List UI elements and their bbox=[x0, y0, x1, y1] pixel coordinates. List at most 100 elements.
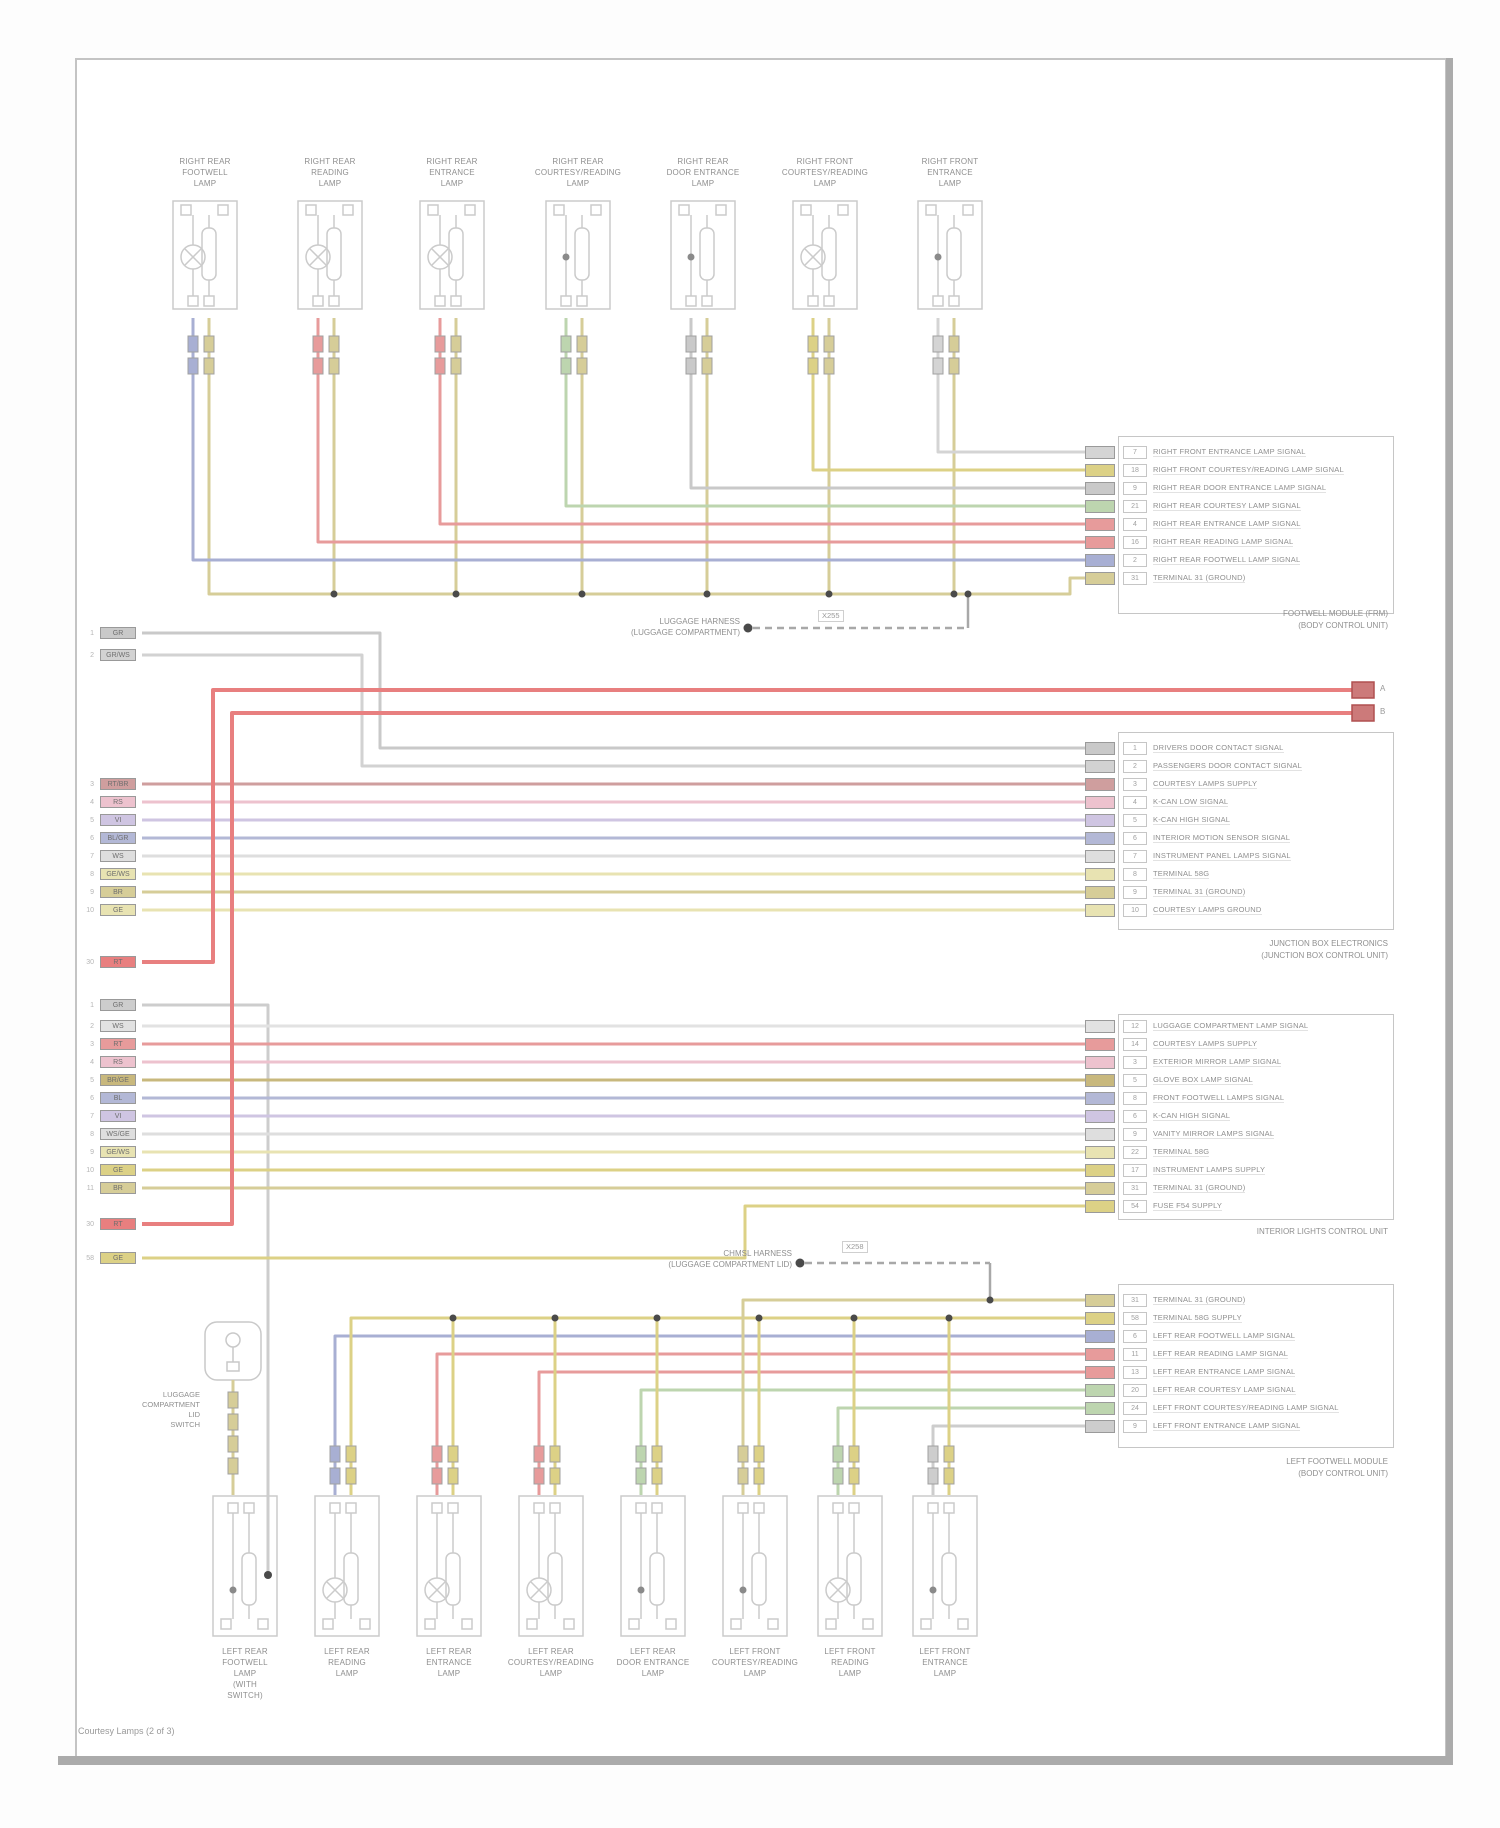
connector-row: 11 LEFT REAR READING LAMP SIGNAL bbox=[1085, 1345, 1339, 1363]
stub-pin: 6 bbox=[90, 1094, 94, 1102]
edge-connector-letter-b: B bbox=[1380, 707, 1386, 716]
wire-entry-pin bbox=[1085, 1293, 1115, 1307]
wire-entry-pin bbox=[1085, 1091, 1115, 1105]
wire-code-chip: BL/GR bbox=[100, 832, 136, 844]
connector-row: 10 COURTESY LAMPS GROUND bbox=[1085, 901, 1302, 919]
pin-number: 22 bbox=[1123, 1145, 1147, 1159]
wire-code-chip: BL bbox=[100, 1092, 136, 1104]
connector-row: 6 INTERIOR MOTION SENSOR SIGNAL bbox=[1085, 829, 1302, 847]
wire-code-chip: GE/WS bbox=[100, 868, 136, 880]
lamp-label: RIGHT REAR COURTESY/READING LAMP bbox=[534, 157, 622, 188]
lamp-label: RIGHT REAR ENTRANCE LAMP bbox=[426, 157, 478, 188]
connector-row: 4 RIGHT REAR ENTRANCE LAMP SIGNAL bbox=[1085, 515, 1344, 533]
connector-row: 24 LEFT FRONT COURTESY/READING LAMP SIGN… bbox=[1085, 1399, 1339, 1417]
pin-label: COURTESY LAMPS SUPPLY bbox=[1153, 1039, 1258, 1049]
connector-row: 1 DRIVERS DOOR CONTACT SIGNAL bbox=[1085, 739, 1302, 757]
connector-row: 12 LUGGAGE COMPARTMENT LAMP SIGNAL bbox=[1085, 1017, 1309, 1035]
pin-number: 20 bbox=[1123, 1383, 1147, 1397]
pin-number: 31 bbox=[1123, 1293, 1147, 1307]
pin-number: 24 bbox=[1123, 1401, 1147, 1415]
pin-label: RIGHT FRONT COURTESY/READING LAMP SIGNAL bbox=[1153, 465, 1344, 475]
mid-b-box-rows: 12 LUGGAGE COMPARTMENT LAMP SIGNAL 14 CO… bbox=[1085, 1017, 1309, 1215]
harness-connector-id-bottom: X258 bbox=[842, 1241, 868, 1253]
pin-label: K-CAN LOW SIGNAL bbox=[1153, 797, 1229, 807]
connector-row: 2 PASSENGERS DOOR CONTACT SIGNAL bbox=[1085, 757, 1302, 775]
bottom-box-rows: 31 TERMINAL 31 (GROUND) 58 TERMINAL 58G … bbox=[1085, 1291, 1339, 1435]
pin-label: PASSENGERS DOOR CONTACT SIGNAL bbox=[1153, 761, 1302, 771]
wire-code-chip: RS bbox=[100, 796, 136, 808]
lamp-label: RIGHT REAR DOOR ENTRANCE LAMP bbox=[666, 157, 740, 188]
wire-code-chip: RS bbox=[100, 1056, 136, 1068]
top-right-box-rows: 7 RIGHT FRONT ENTRANCE LAMP SIGNAL 18 RI… bbox=[1085, 443, 1344, 587]
pin-number: 9 bbox=[1123, 885, 1147, 899]
wire-entry-pin bbox=[1085, 571, 1115, 585]
connector-row: 9 LEFT FRONT ENTRANCE LAMP SIGNAL bbox=[1085, 1417, 1339, 1435]
stub-pin: 9 bbox=[90, 1148, 94, 1156]
pin-label: LUGGAGE COMPARTMENT LAMP SIGNAL bbox=[1153, 1021, 1309, 1031]
stub-pin: 8 bbox=[90, 870, 94, 878]
pin-number: 3 bbox=[1123, 777, 1147, 791]
pin-number: 9 bbox=[1123, 481, 1147, 495]
pin-number: 9 bbox=[1123, 1127, 1147, 1141]
stub-pin: 11 bbox=[86, 1184, 94, 1192]
stub-row: 3 RT bbox=[78, 1035, 136, 1053]
band-b-stubs: 2 WS 3 RT 4 RS 5 BR/GE 6 BL 7 VI 8 WS/GE… bbox=[78, 1017, 136, 1197]
stub-row: 5 VI bbox=[78, 811, 136, 829]
stub-pin: 7 bbox=[90, 852, 94, 860]
control-box-bottom bbox=[1118, 1284, 1394, 1448]
connector-row: 18 RIGHT FRONT COURTESY/READING LAMP SIG… bbox=[1085, 461, 1344, 479]
wire-entry-pin bbox=[1085, 903, 1115, 917]
stub-red-main: 30 RT bbox=[78, 953, 136, 971]
stub-row: 10 GE bbox=[78, 901, 136, 919]
pin-number: 16 bbox=[1123, 535, 1147, 549]
connector-row: 14 COURTESY LAMPS SUPPLY bbox=[1085, 1035, 1308, 1053]
pin-label: LEFT REAR FOOTWELL LAMP SIGNAL bbox=[1153, 1331, 1296, 1341]
box-caption-mid-a: JUNCTION BOX ELECTRONICS (JUNCTION BOX CO… bbox=[1261, 939, 1388, 960]
pin-number: 3 bbox=[1123, 1055, 1147, 1069]
band-a-stubs: 3 RT/BR 4 RS 5 VI 6 BL/GR 7 WS 8 GE/WS 9… bbox=[78, 775, 136, 919]
lamp-label: LEFT FRONT READING LAMP bbox=[824, 1647, 876, 1678]
pin-number: 1 bbox=[1123, 741, 1147, 755]
stub-row: 6 BL bbox=[78, 1089, 136, 1107]
stub-row: 8 WS/GE bbox=[78, 1125, 136, 1143]
wire-entry-pin bbox=[1085, 517, 1115, 531]
stub-band-b-yellow: 58 GE bbox=[78, 1249, 136, 1267]
wire-code-chip: RT bbox=[100, 1038, 136, 1050]
wire-entry-pin bbox=[1085, 445, 1115, 459]
connector-row: 31 TERMINAL 31 (GROUND) bbox=[1085, 1179, 1308, 1197]
pin-label: EXTERIOR MIRROR LAMP SIGNAL bbox=[1153, 1057, 1282, 1067]
wire-code-chip: BR bbox=[100, 1182, 136, 1194]
wire-code-chip: WS bbox=[100, 1020, 136, 1032]
control-box-mid-a bbox=[1118, 732, 1394, 930]
connector-row: 3 EXTERIOR MIRROR LAMP SIGNAL bbox=[1085, 1053, 1308, 1071]
lamp-label: LEFT REAR COURTESY/READING LAMP bbox=[507, 1647, 595, 1678]
lamp-label: LEFT REAR ENTRANCE LAMP bbox=[426, 1647, 472, 1678]
connector-row: 8 TERMINAL 58G bbox=[1085, 865, 1302, 883]
stub-pin: 5 bbox=[90, 816, 94, 824]
pin-label: DRIVERS DOOR CONTACT SIGNAL bbox=[1153, 743, 1284, 753]
stub-pin: 3 bbox=[90, 780, 94, 788]
stub-row: 2 WS bbox=[78, 1017, 136, 1035]
connector-row: 22 TERMINAL 58G bbox=[1085, 1143, 1308, 1161]
wire-entry-pin bbox=[1085, 1401, 1115, 1415]
stub-band-b-red: 30 RT bbox=[78, 1215, 136, 1233]
pin-label: TERMINAL 31 (GROUND) bbox=[1153, 573, 1246, 583]
stub-row: 8 GE/WS bbox=[78, 865, 136, 883]
wire-entry-pin bbox=[1085, 1073, 1115, 1087]
wire-code-chip: RT/BR bbox=[100, 778, 136, 790]
wire-entry-pin bbox=[1085, 813, 1115, 827]
wire-code-chip: GR bbox=[100, 627, 136, 639]
wire-code-chip: GE/WS bbox=[100, 1146, 136, 1158]
wire-entry-pin bbox=[1085, 463, 1115, 477]
lamp-label: RIGHT REAR FOOTWELL LAMP bbox=[179, 157, 231, 188]
page-edge-right bbox=[1446, 58, 1453, 1765]
wire-entry-pin bbox=[1085, 1383, 1115, 1397]
pin-label: LEFT FRONT ENTRANCE LAMP SIGNAL bbox=[1153, 1421, 1301, 1431]
control-box-top-right bbox=[1118, 436, 1394, 614]
box-caption-top-right: FOOTWELL MODULE (FRM) (BODY CONTROL UNIT) bbox=[1282, 609, 1388, 630]
harness-connector-id-top: X255 bbox=[818, 610, 844, 622]
pin-label: TERMINAL 58G bbox=[1153, 1147, 1210, 1157]
pin-label: RIGHT REAR DOOR ENTRANCE LAMP SIGNAL bbox=[1153, 483, 1327, 493]
connector-row: 31 TERMINAL 31 (GROUND) bbox=[1085, 1291, 1339, 1309]
